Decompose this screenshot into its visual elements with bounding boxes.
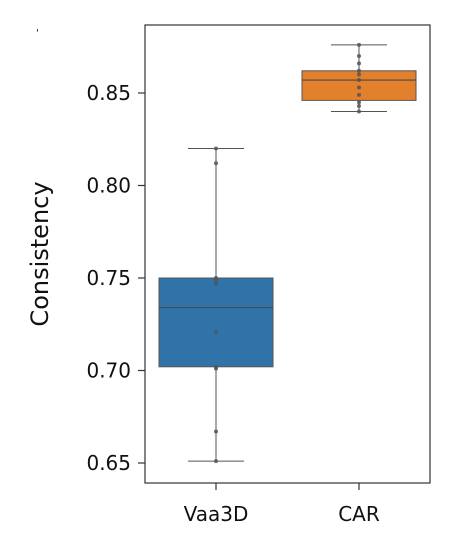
data-point (357, 100, 361, 105)
data-point (214, 329, 218, 334)
y-axis-label: Consistency (26, 181, 54, 326)
y-axis: 0.65 0.70 0.75 0.80 0.85 (86, 81, 145, 475)
boxes-layer (158, 42, 417, 464)
data-point (357, 61, 361, 66)
data-point (214, 276, 218, 280)
data-point (357, 42, 361, 47)
y-tick-label: 0.75 (86, 266, 131, 290)
y-tick-label: 0.65 (86, 451, 131, 475)
data-point (357, 54, 361, 58)
y-tick-label: 0.70 (86, 359, 131, 383)
data-point (214, 459, 218, 464)
data-point (214, 146, 218, 151)
box-group (301, 42, 417, 114)
data-point (214, 161, 218, 166)
data-point (357, 109, 361, 114)
data-point (214, 429, 218, 434)
box-group (158, 146, 274, 464)
data-point (357, 78, 361, 83)
y-tick-label: 0.80 (86, 174, 131, 198)
data-point (214, 281, 218, 286)
data-point (357, 68, 361, 73)
data-point (357, 72, 361, 77)
top-left-mark: ' (36, 28, 39, 39)
data-point (357, 92, 361, 97)
x-tick-label: Vaa3D (184, 502, 249, 526)
data-point (357, 85, 361, 90)
x-axis: Vaa3D CAR (184, 483, 380, 526)
x-tick-label: CAR (338, 502, 380, 526)
data-point (214, 364, 218, 369)
box-iqr (158, 277, 274, 368)
y-tick-label: 0.85 (86, 81, 131, 105)
plot-area-frame (144, 24, 431, 484)
data-point (357, 103, 361, 108)
